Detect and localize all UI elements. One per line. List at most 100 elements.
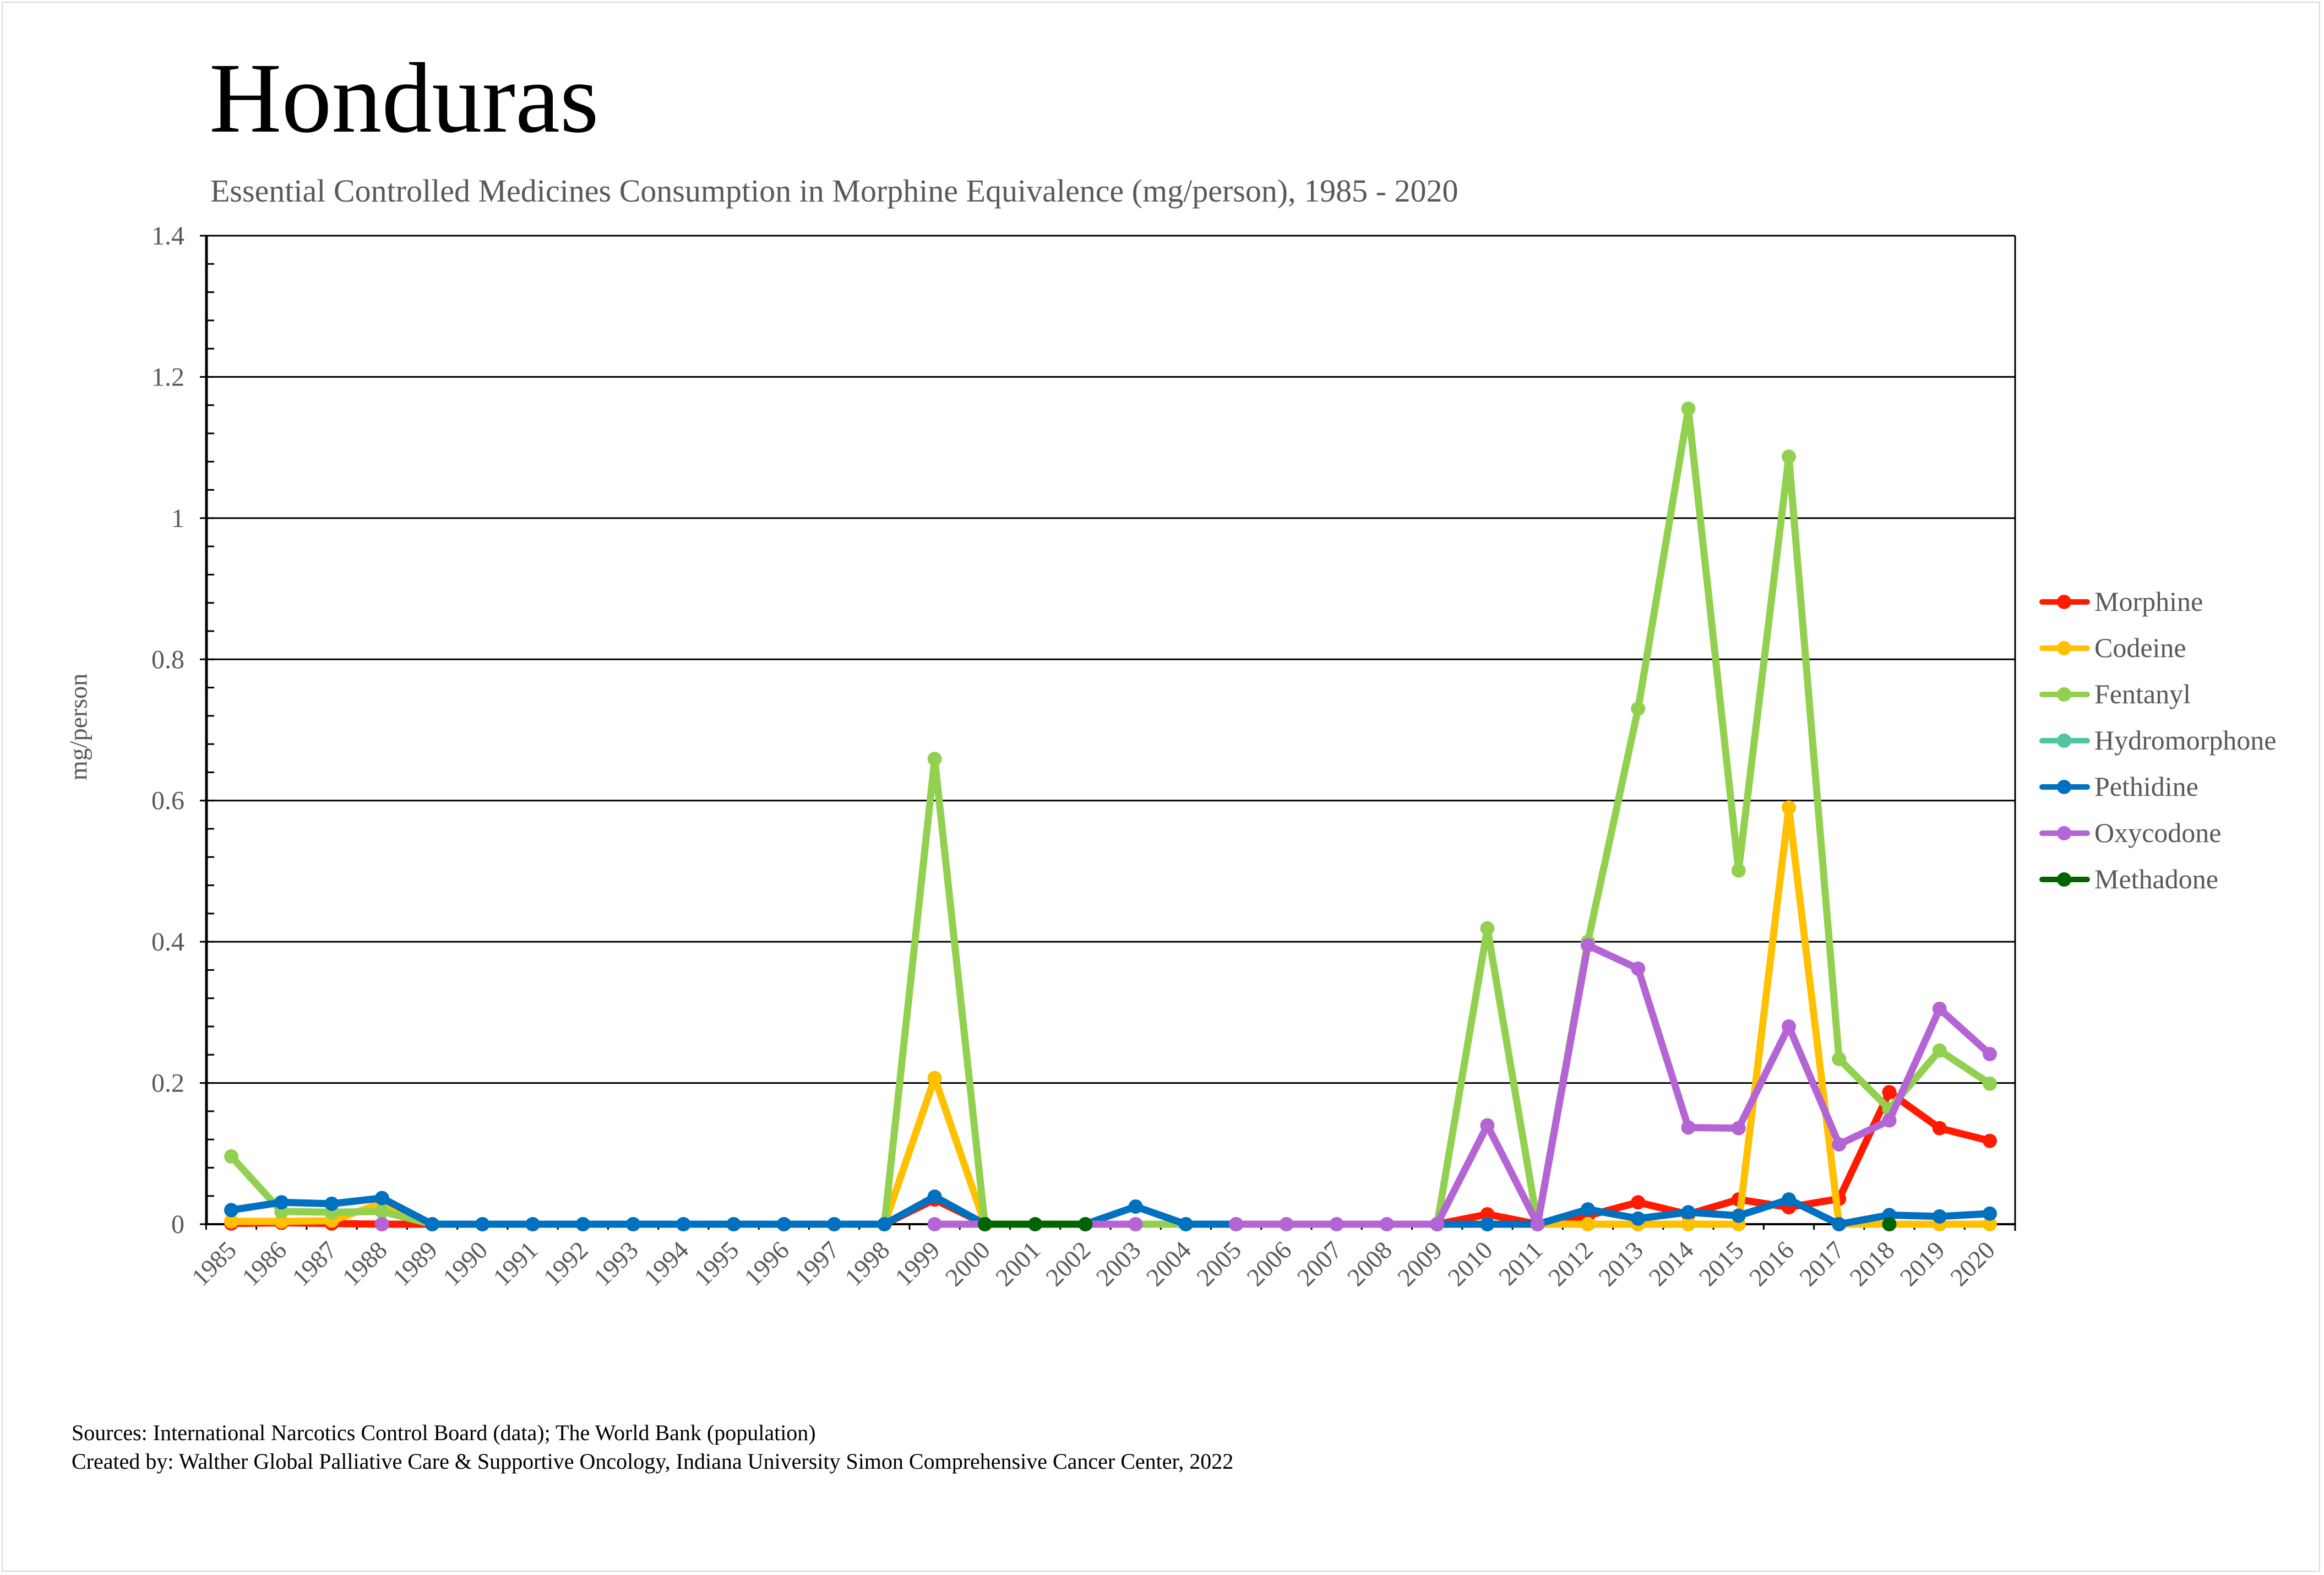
data-point: [1983, 1206, 1997, 1221]
legend-label: Pethidine: [2094, 771, 2198, 802]
data-point: [1932, 1001, 1947, 1016]
data-point: [1580, 1217, 1595, 1231]
legend-marker-icon: [2037, 671, 2092, 717]
data-point: [1681, 1217, 1696, 1231]
series-group: [224, 401, 1997, 1231]
data-point: [1731, 1121, 1746, 1136]
data-point: [977, 1217, 992, 1231]
data-point: [1631, 961, 1646, 976]
x-tick-label: 2005: [1191, 1236, 1247, 1291]
data-point: [1983, 1133, 1997, 1148]
data-point: [274, 1214, 289, 1229]
data-point: [1480, 921, 1495, 936]
series-methadone: [977, 1217, 1897, 1231]
data-point: [525, 1217, 540, 1231]
x-tick-label: 2000: [940, 1236, 995, 1291]
legend-item-methadone: Methadone: [2037, 856, 2277, 902]
data-point: [877, 1217, 892, 1231]
x-tick-label: 2002: [1040, 1236, 1096, 1291]
x-tick-label: 1990: [437, 1236, 493, 1291]
y-tick-label: 0.6: [151, 786, 184, 816]
series-oxycodone: [374, 938, 1997, 1231]
x-tick-label: 1986: [236, 1236, 292, 1291]
data-point: [374, 1217, 389, 1231]
data-point: [1178, 1217, 1193, 1231]
x-tick-label: 1993: [588, 1236, 644, 1291]
data-point: [1882, 1217, 1897, 1231]
gridlines: [200, 235, 2015, 1225]
legend-item-fentanyl: Fentanyl: [2037, 671, 2277, 717]
legend-marker-icon: [2037, 624, 2092, 671]
data-point: [1781, 449, 1796, 464]
x-tick-label: 2006: [1241, 1236, 1297, 1291]
y-tick-label: 0.4: [151, 927, 184, 957]
data-point: [1983, 1047, 1997, 1062]
data-point: [1580, 1202, 1595, 1217]
data-point: [1229, 1217, 1244, 1231]
x-tick-label: 2008: [1342, 1236, 1397, 1291]
x-tick-label: 2001: [990, 1236, 1046, 1291]
axes: [205, 235, 2016, 1231]
data-point: [274, 1195, 289, 1210]
data-point: [1681, 1120, 1696, 1135]
y-tick-labels: 0 0.2 0.4 0.6 0.8 1 1.2 1.4: [151, 221, 184, 1239]
series-morphine: [224, 1085, 1997, 1231]
data-point: [1932, 1121, 1947, 1136]
x-tick-label: 2014: [1643, 1236, 1699, 1291]
x-tick-label: 2009: [1392, 1236, 1447, 1291]
legend-marker-icon: [2037, 810, 2092, 856]
x-tick-label: 1999: [890, 1236, 945, 1291]
legend-label: Morphine: [2094, 586, 2203, 617]
data-point: [1078, 1217, 1093, 1231]
legend-item-codeine: Codeine: [2037, 624, 2277, 671]
x-tick-label: 2004: [1141, 1236, 1196, 1291]
y-tick-label: 1: [171, 504, 184, 533]
chart-title: Honduras: [209, 43, 599, 154]
series-line: [1433, 1196, 1994, 1228]
x-tick-label: 1991: [487, 1236, 543, 1291]
x-tick-label: 1987: [286, 1236, 342, 1291]
data-point: [324, 1196, 339, 1211]
x-tick-label: 1992: [538, 1236, 594, 1291]
y-tick-label: 1.2: [151, 362, 184, 392]
data-point: [1631, 1211, 1646, 1226]
x-tick-label: 2019: [1895, 1236, 1950, 1291]
data-point: [626, 1217, 641, 1231]
chart-subtitle: Essential Controlled Medicines Consumpti…: [210, 173, 1458, 209]
x-tick-label: 2013: [1593, 1236, 1648, 1291]
data-point: [1832, 1137, 1847, 1152]
data-point: [1279, 1217, 1294, 1231]
data-point: [224, 1203, 238, 1218]
data-point: [1781, 800, 1796, 815]
data-point: [1480, 1118, 1495, 1133]
data-point: [374, 1191, 389, 1205]
legend-marker-icon: [2037, 578, 2092, 624]
x-tick-label: 2015: [1694, 1236, 1749, 1291]
x-tick-label: 1998: [839, 1236, 895, 1291]
x-tick-label: 2010: [1442, 1236, 1498, 1291]
data-point: [1731, 863, 1746, 878]
x-tick-labels: 1985198619871988198919901991199219931994…: [186, 1236, 2000, 1291]
data-point: [1681, 1205, 1696, 1220]
data-point: [1480, 1207, 1495, 1222]
data-point: [475, 1217, 490, 1231]
data-point: [927, 1071, 942, 1085]
legend-item-hydromorphone: Hydromorphone: [2037, 717, 2277, 763]
series-fentanyl: [224, 401, 1997, 1231]
data-point: [374, 1204, 389, 1219]
x-tick-label: 2011: [1493, 1236, 1548, 1291]
footer-sources: Sources: International Narcotics Control…: [72, 1420, 816, 1445]
y-tick-label: 1.4: [151, 221, 184, 251]
data-point: [1832, 1217, 1847, 1231]
legend-item-oxycodone: Oxycodone: [2037, 810, 2277, 856]
x-tick-label: 1985: [186, 1236, 242, 1291]
legend-marker-icon: [2037, 856, 2092, 902]
data-point: [425, 1217, 440, 1231]
legend-label: Oxycodone: [2094, 817, 2222, 848]
data-point: [1379, 1217, 1394, 1231]
data-point: [1882, 1085, 1897, 1100]
x-tick-label: 1996: [739, 1236, 794, 1291]
x-tick-label: 1989: [387, 1236, 443, 1291]
data-point: [927, 1217, 942, 1231]
